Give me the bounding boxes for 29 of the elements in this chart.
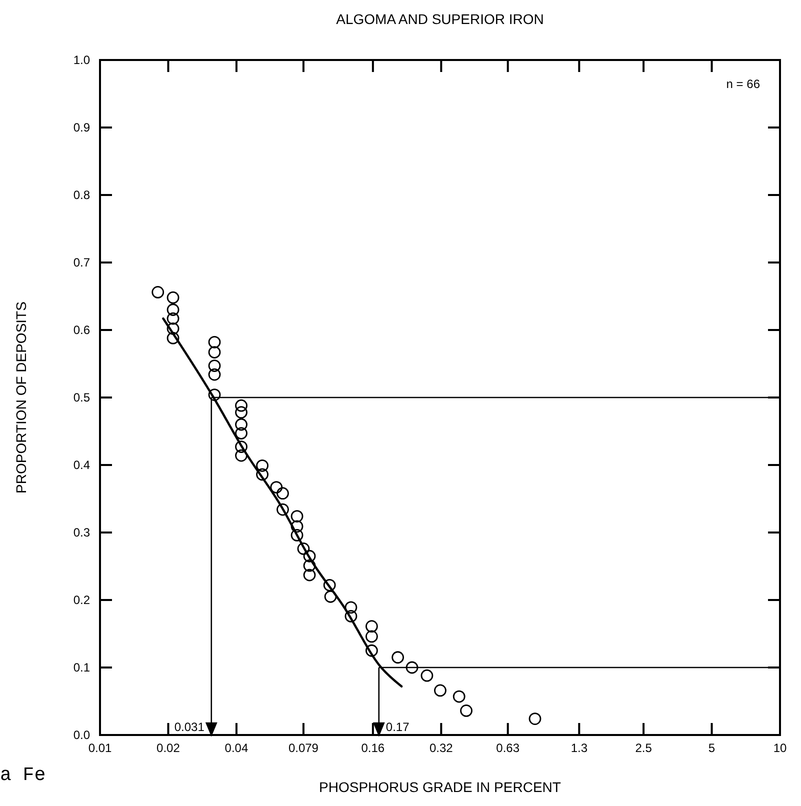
x-tick-label: 0.63 <box>496 741 520 755</box>
annotation: n = 66 <box>726 77 760 91</box>
x-tick-label: 0.04 <box>224 741 248 755</box>
y-tick-label: 0.9 <box>73 120 90 134</box>
y-tick-label: 0.2 <box>73 593 90 607</box>
y-tick-label: 0.1 <box>73 660 90 674</box>
y-tick-label: 0.8 <box>73 188 90 202</box>
chart-title: ALGOMA AND SUPERIOR IRON <box>336 11 544 27</box>
x-axis-title: PHOSPHORUS GRADE IN PERCENT <box>319 779 562 795</box>
ref-line-label: 0.031 <box>174 720 205 734</box>
y-tick-label: 1.0 <box>73 53 90 67</box>
x-tick-label: 1.3 <box>570 741 588 755</box>
y-tick-label: 0.3 <box>73 526 90 540</box>
x-tick-label: 0.32 <box>429 741 454 755</box>
x-tick-label: 10 <box>773 741 787 755</box>
text: a Fe <box>0 764 46 786</box>
y-tick-label: 0.0 <box>73 728 90 742</box>
x-tick-label: 2.5 <box>635 741 652 755</box>
x-tick-label: 0.01 <box>88 741 112 755</box>
y-tick-label: 0.6 <box>73 323 90 337</box>
ref-line-label: 0.17 <box>386 720 410 734</box>
y-tick-label: 0.5 <box>73 390 90 404</box>
x-tick-label: 0.079 <box>288 741 319 755</box>
x-tick-label: 0.16 <box>361 741 385 755</box>
y-tick-label: 0.7 <box>73 256 90 270</box>
x-tick-label: 0.02 <box>156 741 180 755</box>
x-tick-label: 5 <box>708 741 716 755</box>
y-tick-label: 0.4 <box>73 458 90 472</box>
y-axis-title: PROPORTION OF DEPOSITS <box>13 302 29 494</box>
